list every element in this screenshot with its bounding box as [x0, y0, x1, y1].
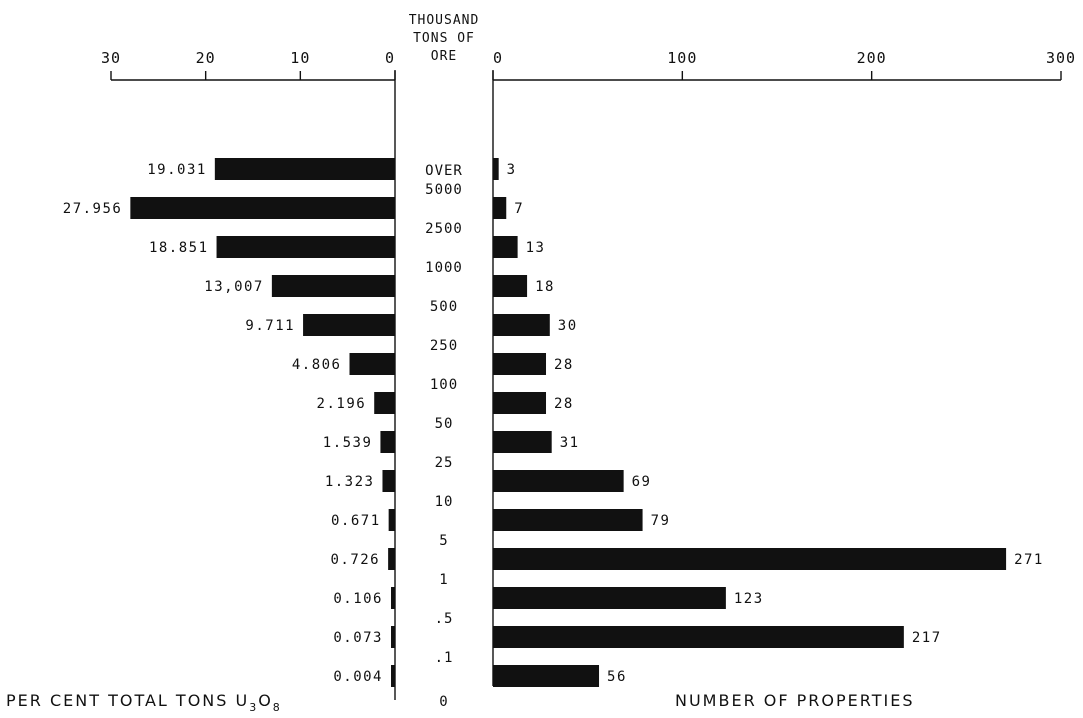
- center-boundary-label: 500: [430, 299, 458, 315]
- right-bar: [493, 587, 726, 609]
- right-bar: [493, 392, 547, 414]
- right-tick-label: 100: [667, 49, 697, 67]
- left-bar: [374, 392, 395, 414]
- center-boundary-label: 5: [439, 533, 448, 549]
- left-bar: [391, 587, 395, 609]
- left-bar: [391, 665, 395, 687]
- right-bar-value-label: 79: [651, 513, 671, 529]
- left-bar-value-label: 4.806: [292, 357, 342, 373]
- center-header-line: TONS OF: [413, 31, 475, 46]
- right-bar: [493, 158, 499, 180]
- right-bar-value-label: 31: [560, 435, 580, 451]
- center-boundary-label: 10: [435, 494, 454, 510]
- left-bar: [271, 275, 395, 297]
- right-bar: [493, 665, 600, 687]
- left-bar: [380, 431, 395, 453]
- left-bar-value-label: 27.956: [63, 201, 123, 217]
- center-boundary-label: 0: [439, 694, 448, 710]
- left-bar: [303, 314, 395, 336]
- left-bar-value-label: 9.711: [245, 318, 295, 334]
- right-bar: [493, 509, 643, 531]
- right-bar-value-label: 18: [535, 279, 555, 295]
- left-bar: [391, 626, 395, 648]
- left-axis-title: PER CENT TOTAL TONS U3O8: [6, 691, 282, 714]
- right-bar-value-label: 56: [607, 669, 627, 685]
- right-bar-value-label: 69: [632, 474, 652, 490]
- right-tick-label: 300: [1046, 49, 1076, 67]
- left-bar: [349, 353, 395, 375]
- left-bar: [382, 470, 395, 492]
- center-header: THOUSAND TONS OF ORE: [409, 13, 480, 64]
- right-bar-value-label: 28: [554, 396, 574, 412]
- left-bar: [216, 236, 395, 258]
- left-bar-value-label: 0.004: [333, 669, 383, 685]
- left-bar-value-label: 0.106: [333, 591, 383, 607]
- left-tick-label: 30: [101, 49, 121, 67]
- center-boundary-label: OVER: [425, 163, 463, 179]
- right-bar-value-label: 217: [912, 630, 942, 646]
- right-axis-title: NUMBER OF PROPERTIES: [675, 691, 914, 710]
- left-tick-label: 10: [290, 49, 310, 67]
- center-boundary-label: 250: [430, 338, 458, 354]
- left-tick-label: 20: [196, 49, 216, 67]
- left-bar-value-label: 0.073: [333, 630, 383, 646]
- left-bars: 19.031 27.956 18.851 13,007 9.711 4.806 2.196 1…: [63, 158, 396, 687]
- left-bar-value-label: 1.323: [325, 474, 375, 490]
- right-bar: [493, 275, 528, 297]
- left-bar-value-label: 1.539: [323, 435, 373, 451]
- right-bar-value-label: 3: [507, 162, 517, 178]
- right-bar: [493, 314, 550, 336]
- right-tick-label: 0: [493, 49, 503, 67]
- right-bar-value-label: 13: [526, 240, 546, 256]
- left-bar-value-label: 0.726: [330, 552, 380, 568]
- center-boundary-label: .1: [435, 650, 454, 666]
- right-bar: [493, 431, 552, 453]
- left-bar: [130, 197, 396, 219]
- left-bar-value-label: 18.851: [149, 240, 209, 256]
- left-bar: [388, 548, 395, 570]
- axis-titles: PER CENT TOTAL TONS U3O8 NUMBER OF PROPER…: [6, 691, 914, 714]
- left-bar-value-label: 2.196: [317, 396, 367, 412]
- right-bar-value-label: 28: [554, 357, 574, 373]
- left-bar-value-label: 19.031: [147, 162, 207, 178]
- center-boundary-label: .5: [435, 611, 454, 627]
- center-header-line: THOUSAND: [409, 13, 480, 28]
- right-bar-value-label: 7: [514, 201, 524, 217]
- right-bar: [493, 626, 904, 648]
- left-tick-label: 0: [385, 49, 395, 67]
- right-bar-value-label: 123: [734, 591, 764, 607]
- center-boundary-label: 5000: [425, 182, 463, 198]
- center-labels: OVER 5000 2500 1000 500 250 100 50 25 10 5 1 .5 .1 0: [425, 163, 463, 710]
- center-boundary-label: 1: [439, 572, 448, 588]
- left-bar-value-label: 13,007: [204, 279, 264, 295]
- right-bar-value-label: 271: [1014, 552, 1044, 568]
- right-bar: [493, 470, 624, 492]
- center-boundary-label: 100: [430, 377, 458, 393]
- left-bar: [214, 158, 395, 180]
- center-header-line: ORE: [431, 49, 457, 64]
- right-bar: [493, 548, 1007, 570]
- center-boundary-label: 50: [435, 416, 454, 432]
- right-bar: [493, 353, 547, 375]
- right-bar: [493, 236, 518, 258]
- center-boundary-label: 2500: [425, 221, 463, 237]
- right-bars: 3 7 13 18 30 28 28 31 69 79 271 123 217 56: [493, 158, 1044, 687]
- left-bar-value-label: 0.671: [331, 513, 381, 529]
- left-bar: [388, 509, 395, 531]
- right-bar: [493, 197, 507, 219]
- right-tick-label: 200: [857, 49, 887, 67]
- right-bar-value-label: 30: [558, 318, 578, 334]
- center-boundary-label: 25: [435, 455, 454, 471]
- center-boundary-label: 1000: [425, 260, 463, 276]
